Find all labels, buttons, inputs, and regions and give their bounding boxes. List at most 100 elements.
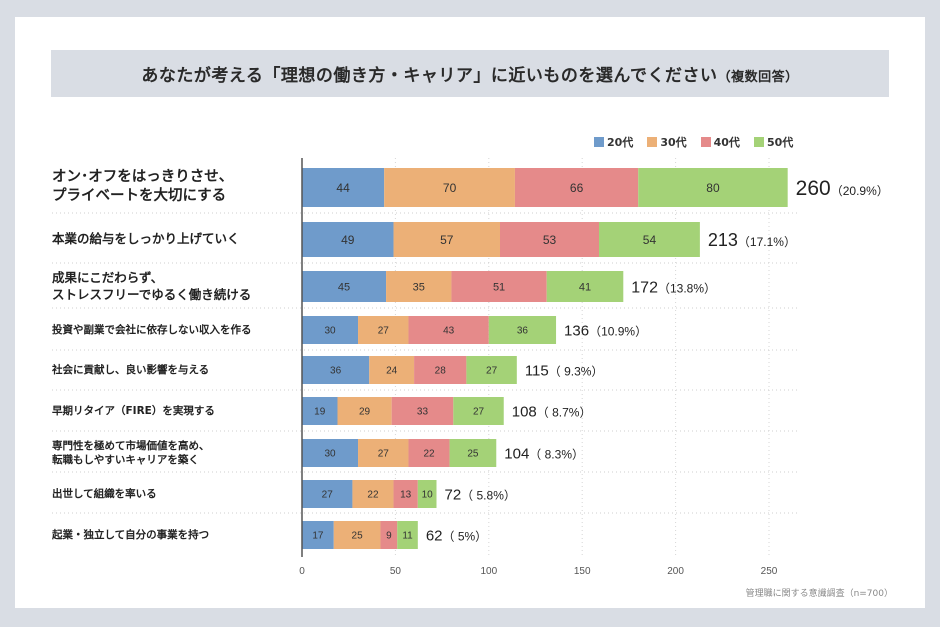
category-label: 成果にこだわらず、 ストレスフリーでゆるく働き続ける	[52, 269, 252, 302]
bar-value-label: 51	[493, 281, 505, 293]
chart-title-main: あなたが考える「理想の働き方・キャリア」に近いものを選んでください	[141, 66, 718, 86]
total-percent: （17.1%）	[738, 235, 796, 249]
total-value: 136	[564, 322, 589, 339]
bar-value-label: 33	[417, 407, 429, 418]
bar-segment-30代	[386, 271, 452, 302]
bar-segment-30代	[352, 480, 394, 508]
bar-total-label: 62（ 5%）	[426, 527, 487, 544]
bar-value-label: 44	[336, 181, 350, 195]
legend-swatch	[700, 137, 711, 147]
bar-segment-50代	[449, 439, 497, 467]
bar-segment-20代	[302, 356, 370, 384]
x-tick-label: 100	[480, 566, 497, 577]
x-tick-label: 0	[299, 566, 305, 577]
legend-swatch	[753, 137, 764, 147]
bar-value-label: 22	[423, 449, 435, 460]
bar-segment-30代	[358, 439, 409, 467]
bar-segment-30代	[369, 356, 415, 384]
bar-value-label: 66	[570, 181, 584, 195]
bar-value-label: 19	[314, 407, 326, 418]
bar-segment-50代	[397, 521, 418, 549]
total-percent: （ 5%）	[443, 529, 488, 543]
bar-value-label: 27	[378, 449, 390, 460]
x-tick-label: 150	[574, 566, 591, 577]
bar-value-label: 41	[579, 281, 591, 293]
legend-label: 30代	[660, 136, 687, 149]
total-value: 213	[708, 230, 738, 250]
legend-item: 40代	[700, 134, 740, 150]
bar-value-label: 25	[467, 449, 479, 460]
legend-label: 20代	[607, 136, 634, 149]
bar-segment-50代	[417, 480, 437, 508]
bar-value-label: 17	[312, 531, 324, 542]
x-tick-label: 200	[667, 566, 684, 577]
bar-segment-30代	[337, 397, 392, 425]
bar-segment-50代	[453, 397, 504, 425]
bar-segment-50代	[466, 356, 517, 384]
bar-value-label: 45	[338, 281, 350, 293]
category-label: 早期リタイア（FIRE）を実現する	[52, 404, 215, 417]
bar-value-label: 80	[706, 181, 720, 195]
total-percent: （20.9%）	[831, 184, 889, 198]
chart-title-sub: （複数回答）	[717, 70, 799, 85]
bar-segment-50代	[638, 168, 788, 207]
bar-value-label: 35	[413, 281, 425, 293]
chart-card	[15, 17, 925, 608]
category-label: 出世して組織を率いる	[52, 487, 157, 500]
category-label: オン･オフをはっきりさせ、 プライベートを大切にする	[52, 168, 234, 205]
total-value: 260	[796, 177, 831, 200]
bar-segment-20代	[302, 521, 334, 549]
bar-segment-50代	[488, 316, 557, 344]
total-value: 104	[504, 445, 529, 462]
total-percent: （ 8.3%）	[529, 447, 584, 461]
bar-segment-40代	[514, 168, 639, 207]
bar-segment-30代	[393, 222, 501, 257]
bar-value-label: 27	[486, 366, 498, 377]
category-label: 専門性を極めて市場価値を高め、 転職もしやすいキャリアを築く	[52, 439, 210, 466]
bar-value-label: 27	[322, 490, 334, 501]
bar-segment-30代	[358, 316, 409, 344]
legend-label: 40代	[713, 136, 740, 149]
category-label: 社会に貢献し、良い影響を与える	[52, 363, 210, 376]
bar-value-label: 27	[473, 407, 485, 418]
bar-segment-40代	[408, 316, 489, 344]
bar-total-label: 72（ 5.8%）	[444, 486, 515, 503]
bar-value-label: 11	[402, 531, 413, 542]
source-note: 管理職に関する意識調査（n=700）	[745, 589, 893, 599]
bar-total-label: 108（ 8.7%）	[512, 403, 592, 420]
x-tick-label: 50	[390, 566, 402, 577]
total-value: 172	[631, 279, 658, 296]
bar-segment-40代	[380, 521, 398, 549]
legend-swatch	[594, 137, 604, 147]
bar-segment-20代	[302, 222, 394, 257]
bar-value-label: 28	[435, 366, 447, 377]
bar-segment-30代	[333, 521, 381, 549]
bar-value-label: 22	[367, 490, 379, 501]
bar-segment-40代	[408, 439, 450, 467]
bar-value-label: 30	[324, 449, 336, 460]
bar-segment-20代	[302, 439, 359, 467]
bar-segment-40代	[391, 397, 454, 425]
total-percent: （10.9%）	[589, 324, 647, 338]
bar-segment-20代	[302, 397, 338, 425]
bar-value-label: 10	[422, 490, 434, 501]
total-value: 115	[525, 362, 549, 379]
legend: 20代 30代 40代 50代	[594, 134, 793, 150]
bar-total-label: 136（10.9%）	[564, 322, 647, 339]
legend-item: 20代	[594, 134, 633, 150]
bar-total-label: 115（ 9.3%）	[525, 362, 604, 379]
bar-segment-40代	[393, 480, 418, 508]
total-percent: （13.8%）	[658, 281, 716, 295]
category-label: 本業の給与をしっかり上げていく	[52, 231, 240, 247]
legend-swatch	[647, 137, 658, 147]
total-percent: （ 9.3%）	[549, 364, 604, 378]
bar-total-label: 172（13.8%）	[631, 279, 716, 296]
bar-total-label: 260（20.9%）	[796, 177, 889, 200]
bar-segment-50代	[599, 222, 700, 257]
bar-segment-20代	[302, 316, 359, 344]
bar-segment-20代	[302, 480, 353, 508]
legend-item: 50代	[753, 134, 793, 150]
bar-total-label: 104（ 8.3%）	[504, 445, 584, 462]
total-value: 62	[426, 527, 443, 544]
